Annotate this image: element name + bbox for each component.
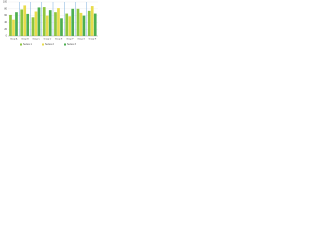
legend-swatch — [42, 43, 44, 46]
bar — [48, 10, 52, 36]
bar — [12, 19, 15, 36]
bar — [15, 12, 18, 36]
x-tick-label: Group B — [21, 39, 29, 41]
x-tick-label: Group E — [55, 39, 63, 41]
legend-swatch — [64, 43, 66, 46]
bar — [9, 14, 12, 36]
y-tick-label: 40 — [4, 21, 7, 24]
x-tick-label: Group C — [32, 39, 40, 41]
x-tick-label: Group D — [44, 39, 52, 41]
legend-label: Series 3 — [67, 43, 76, 46]
x-tick-label: Group H — [89, 39, 97, 41]
x-tick-label: Group G — [77, 39, 85, 41]
bar — [68, 16, 72, 36]
bar — [71, 8, 75, 37]
legend-label: Series 2 — [45, 43, 54, 46]
x-tick-label: Group F — [66, 39, 74, 41]
legend-swatch — [20, 43, 22, 46]
chart: 0 20 40 60 80 100 Group A Group B Group C Group D… — [3, 1, 98, 46]
bar — [34, 11, 38, 36]
x-tick-label: Group A — [10, 38, 18, 41]
y-tick-label: 80 — [4, 7, 7, 10]
bar — [90, 6, 94, 36]
bar — [37, 7, 41, 36]
bar — [79, 12, 83, 36]
bar — [42, 7, 46, 36]
bar — [87, 10, 91, 36]
bar — [60, 18, 63, 36]
bar — [82, 15, 86, 36]
bar — [23, 5, 27, 37]
bar — [26, 13, 30, 36]
y-tick-label: 0 — [6, 35, 8, 38]
bar — [31, 17, 35, 36]
bar — [57, 8, 60, 37]
y-tick-label: 20 — [4, 28, 7, 31]
bar — [20, 9, 24, 36]
bar — [93, 13, 97, 36]
bar — [65, 13, 69, 36]
y-tick-label: 60 — [4, 14, 7, 17]
bar — [54, 12, 57, 36]
bar — [76, 8, 80, 37]
legend-label: Series 1 — [23, 43, 32, 46]
y-tick-label: 100 — [3, 1, 8, 4]
bar — [45, 15, 49, 36]
